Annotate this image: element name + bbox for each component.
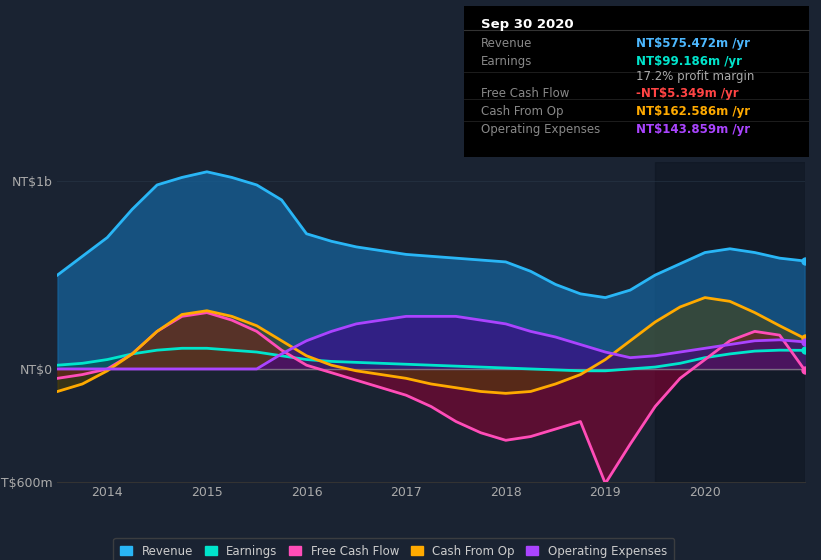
Text: Operating Expenses: Operating Expenses	[481, 123, 600, 136]
Text: NT$162.586m /yr: NT$162.586m /yr	[636, 105, 750, 118]
Text: NT$575.472m /yr: NT$575.472m /yr	[636, 37, 750, 50]
Bar	[655, 162, 805, 482]
Text: 17.2% profit margin: 17.2% profit margin	[636, 70, 754, 83]
Text: -NT$5.349m /yr: -NT$5.349m /yr	[636, 87, 739, 100]
Legend: Revenue, Earnings, Free Cash Flow, Cash From Op, Operating Expenses: Revenue, Earnings, Free Cash Flow, Cash …	[113, 538, 674, 560]
Text: Free Cash Flow: Free Cash Flow	[481, 87, 570, 100]
Text: NT$99.186m /yr: NT$99.186m /yr	[636, 55, 742, 68]
Text: Revenue: Revenue	[481, 37, 533, 50]
Text: NT$143.859m /yr: NT$143.859m /yr	[636, 123, 750, 136]
Text: Sep 30 2020: Sep 30 2020	[481, 18, 574, 31]
Text: Cash From Op: Cash From Op	[481, 105, 563, 118]
Text: Earnings: Earnings	[481, 55, 533, 68]
